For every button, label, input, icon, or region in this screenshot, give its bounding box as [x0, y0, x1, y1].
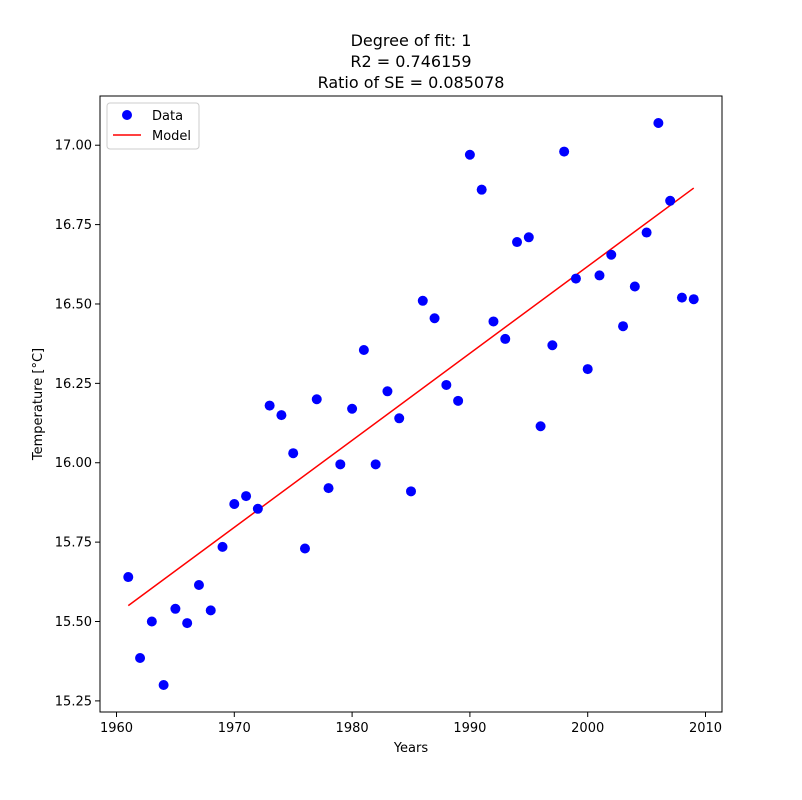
data-point: [653, 117, 664, 128]
x-axis-ticks: 1960 1970 1980 1990 2000 2010: [100, 712, 722, 736]
data-point: [688, 294, 699, 305]
y-tick-label: 15.50: [55, 615, 92, 630]
legend-label-data: Data: [152, 109, 183, 124]
x-tick-label: 1970: [218, 721, 251, 736]
title-line-1: Degree of fit: 1: [351, 31, 472, 50]
y-tick-label: 17.00: [55, 139, 92, 154]
data-point: [570, 273, 581, 284]
data-point: [488, 316, 499, 327]
y-tick-label: 15.25: [55, 694, 92, 709]
data-point: [441, 379, 452, 390]
data-point: [370, 459, 381, 470]
title-line-2: R2 = 0.746159: [350, 52, 471, 71]
y-tick-label: 15.75: [55, 536, 92, 551]
data-point: [547, 340, 558, 351]
data-point: [406, 486, 416, 497]
data-point: [146, 616, 157, 627]
data-point: [594, 270, 605, 281]
data-point: [417, 295, 428, 306]
data-point: [464, 149, 475, 160]
x-tick-label: 1990: [453, 721, 486, 736]
data-point: [476, 184, 487, 195]
data-point: [276, 410, 287, 421]
title-line-3: Ratio of SE = 0.085078: [318, 73, 505, 92]
data-point: [229, 499, 240, 510]
data-point: [205, 605, 216, 616]
data-point: [311, 394, 322, 405]
x-tick-label: 1980: [336, 721, 369, 736]
data-point: [641, 227, 652, 238]
data-point: [582, 364, 593, 375]
data-point: [252, 503, 263, 514]
data-point: [676, 292, 687, 303]
x-tick-label: 2000: [571, 721, 604, 736]
data-point: [288, 448, 299, 459]
model-fit-line: [127, 187, 695, 607]
data-point: [335, 459, 346, 470]
data-point: [629, 281, 640, 292]
data-point: [429, 313, 440, 324]
x-axis-label: Years: [393, 741, 429, 756]
data-point: [358, 345, 369, 356]
data-points-layer: [123, 117, 699, 691]
data-point: [217, 541, 228, 552]
data-point: [123, 572, 134, 583]
y-tick-label: 16.50: [55, 297, 92, 312]
chart-title: Degree of fit: 1 R2 = 0.746159 Ratio of …: [318, 31, 505, 92]
data-point: [500, 333, 511, 344]
model-layer: [127, 187, 695, 607]
data-point: [512, 237, 523, 248]
x-tick-label: 2010: [689, 721, 722, 736]
plot-area: [100, 96, 722, 712]
data-point: [158, 680, 169, 691]
data-point: [299, 543, 310, 554]
y-tick-label: 16.00: [55, 456, 92, 471]
y-axis-ticks: 15.25 15.50 15.75 16.00 16.25 16.50 16.75 17.00: [55, 139, 100, 709]
plot-frame: [99, 95, 723, 713]
data-point: [264, 400, 275, 411]
data-point: [535, 421, 546, 432]
x-tick-label: 1960: [100, 721, 133, 736]
data-point: [193, 579, 204, 590]
data-point: [135, 653, 146, 664]
data-point: [347, 403, 358, 414]
data-point: [559, 146, 570, 157]
data-point: [394, 413, 405, 424]
data-point: [382, 386, 393, 397]
y-axis-label: Temperature [°C]: [31, 348, 46, 461]
data-point: [523, 232, 534, 243]
data-point: [606, 249, 617, 260]
data-point: [323, 483, 334, 494]
data-point: [453, 395, 464, 406]
data-point: [665, 195, 676, 206]
y-tick-label: 16.75: [55, 218, 92, 233]
legend-label-model: Model: [152, 129, 191, 144]
legend: Data Model: [106, 102, 200, 150]
legend-marker-data: [122, 110, 132, 120]
y-tick-label: 16.25: [55, 377, 92, 392]
data-point: [241, 491, 252, 502]
data-point: [618, 321, 629, 332]
data-point: [182, 618, 193, 629]
data-point: [170, 603, 181, 614]
